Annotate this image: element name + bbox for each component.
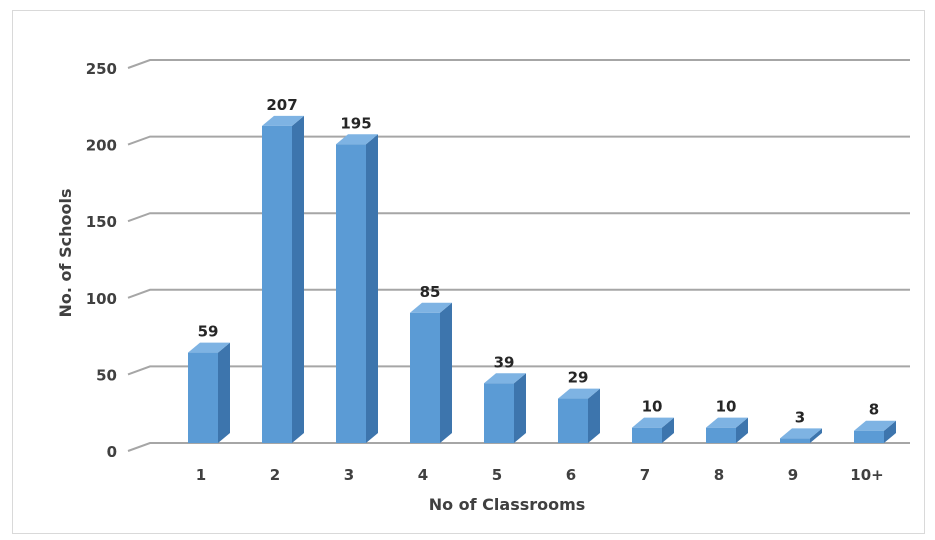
bar-side — [292, 115, 304, 443]
data-label: 3 — [795, 408, 805, 426]
x-tick-label: 8 — [714, 466, 724, 484]
bar — [188, 342, 230, 443]
bar-top — [558, 388, 600, 399]
y-tick-label: 50 — [96, 366, 117, 384]
y-tick-label: 150 — [86, 213, 117, 231]
bar-front — [558, 398, 588, 443]
bar-top — [632, 417, 674, 428]
x-axis-ticks: 1 2 3 4 5 6 7 8 9 10+ — [196, 466, 884, 484]
y-axis-ticks: 0 50 100 150 200 250 — [86, 60, 117, 461]
x-tick-label: 7 — [640, 466, 650, 484]
y-tick-label: 200 — [86, 137, 117, 155]
bar — [632, 417, 674, 443]
bar-top — [410, 302, 452, 313]
gridline-150 — [127, 212, 910, 223]
bar-front — [410, 312, 440, 443]
bar — [780, 428, 822, 443]
x-tick-label: 5 — [492, 466, 502, 484]
x-tick-label: 2 — [270, 466, 280, 484]
bars — [188, 115, 896, 443]
data-label: 39 — [494, 353, 515, 371]
bar-top — [262, 115, 304, 126]
bar-side — [440, 302, 452, 443]
x-tick-label: 4 — [418, 466, 428, 484]
y-tick-label: 0 — [107, 443, 117, 461]
bar-front — [854, 430, 884, 443]
bar-side — [810, 428, 822, 443]
bar-side — [662, 417, 674, 443]
bar-side — [218, 342, 230, 443]
bar — [854, 420, 896, 443]
x-tick-label: 3 — [344, 466, 354, 484]
data-label: 59 — [198, 323, 219, 341]
bar-side — [514, 373, 526, 443]
bar — [558, 388, 600, 443]
bar-side — [736, 417, 748, 443]
bar-top — [854, 420, 896, 431]
data-label: 29 — [568, 369, 589, 387]
x-tick-label: 9 — [788, 466, 798, 484]
data-label: 8 — [869, 401, 879, 419]
x-tick-label: 6 — [566, 466, 576, 484]
bar-top — [780, 428, 822, 439]
gridline-50 — [127, 365, 910, 376]
y-tick-label: 250 — [86, 60, 117, 78]
y-axis-title: No. of Schools — [56, 189, 75, 318]
bar-front — [632, 427, 662, 443]
chart-frame — [12, 10, 925, 534]
bar-front — [706, 427, 736, 443]
x-tick-label: 10+ — [850, 466, 883, 484]
bar-top — [336, 134, 378, 145]
bar-side — [884, 420, 896, 443]
bar — [706, 417, 748, 443]
bar — [410, 302, 452, 443]
bar — [262, 115, 304, 443]
gridline-250 — [127, 59, 910, 69]
gridline-100 — [127, 288, 910, 299]
bar-front — [262, 125, 292, 443]
bar-front — [484, 383, 514, 443]
bar-top — [484, 373, 526, 384]
x-tick-label: 1 — [196, 466, 206, 484]
data-label: 10 — [716, 398, 737, 416]
bar-front — [780, 438, 810, 443]
bar-front — [188, 352, 218, 443]
data-labels: 59 207 195 85 39 29 10 10 3 8 — [198, 96, 880, 427]
bar — [484, 373, 526, 443]
data-label: 85 — [420, 283, 441, 301]
data-label: 10 — [642, 398, 663, 416]
bar-side — [366, 134, 378, 443]
bar-side — [588, 388, 600, 443]
gridline-0 — [127, 442, 910, 452]
bar — [336, 134, 378, 443]
bar-front — [336, 144, 366, 443]
data-label: 207 — [266, 96, 297, 114]
y-tick-label: 100 — [86, 290, 117, 308]
bar-top — [188, 342, 230, 353]
gridline-200 — [127, 135, 910, 146]
x-axis-title: No of Classrooms — [429, 495, 586, 514]
bar-top — [706, 417, 748, 428]
data-label: 195 — [340, 114, 371, 132]
